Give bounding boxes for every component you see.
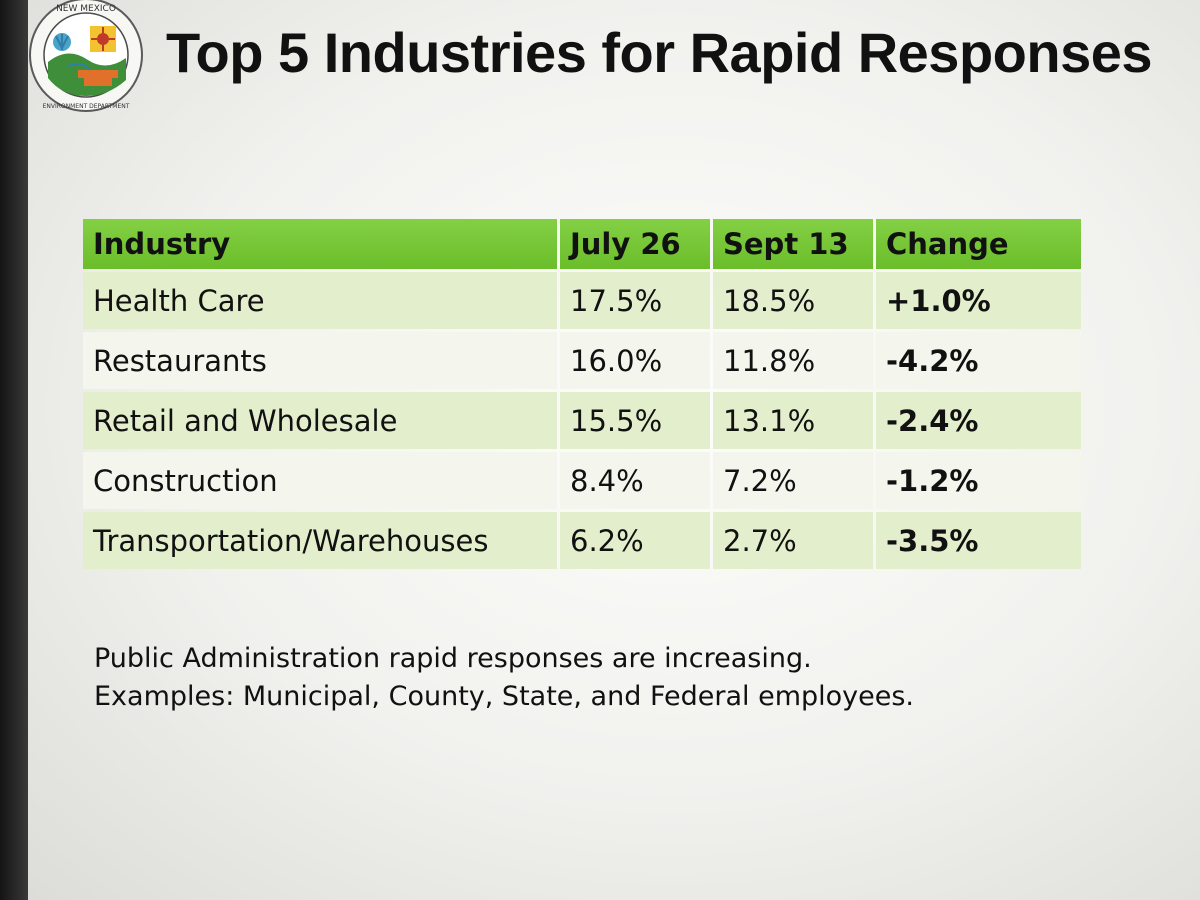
july-cell: 17.5% [560,272,710,329]
july-cell: 15.5% [560,392,710,449]
change-cell: -2.4% [876,392,1081,449]
sept-cell: 13.1% [713,392,873,449]
slide-title: Top 5 Industries for Rapid Responses [166,21,1153,84]
footnote-line-1: Public Administration rapid responses ar… [94,643,812,674]
industry-cell: Restaurants [83,332,557,389]
industry-cell: Health Care [83,272,557,329]
monitor-bezel [0,0,28,900]
sept-cell: 11.8% [713,332,873,389]
july-cell: 16.0% [560,332,710,389]
sept-cell: 18.5% [713,272,873,329]
footnote-line-2: Examples: Municipal, County, State, and … [94,681,915,712]
change-cell: -1.2% [876,452,1081,509]
table-header-row: Industry July 26 Sept 13 Change [83,219,1081,269]
july-cell: 6.2% [560,512,710,569]
header-july: July 26 [560,219,710,269]
change-cell: +1.0% [876,272,1081,329]
header-industry: Industry [83,219,557,269]
header-sept: Sept 13 [713,219,873,269]
table-row: Construction 8.4% 7.2% -1.2% [83,452,1081,509]
sept-cell: 2.7% [713,512,873,569]
industries-table: Industry July 26 Sept 13 Change Health C… [80,216,1084,572]
table-row: Health Care 17.5% 18.5% +1.0% [83,272,1081,329]
header-change: Change [876,219,1081,269]
footnote: Public Administration rapid responses ar… [94,640,914,716]
industry-cell: Transportation/Warehouses [83,512,557,569]
seal-text-top: NEW MEXICO [56,4,116,14]
slide: NEW MEXICO ENVIRONMENT DEPARTMENT Top 5 … [28,0,1200,900]
change-cell: -3.5% [876,512,1081,569]
industry-cell: Construction [83,452,557,509]
industry-cell: Retail and Wholesale [83,392,557,449]
table-row: Restaurants 16.0% 11.8% -4.2% [83,332,1081,389]
change-cell: -4.2% [876,332,1081,389]
seal-text-bottom: ENVIRONMENT DEPARTMENT [43,103,130,110]
table-row: Transportation/Warehouses 6.2% 2.7% -3.5… [83,512,1081,569]
sept-cell: 7.2% [713,452,873,509]
state-department-seal-icon: NEW MEXICO ENVIRONMENT DEPARTMENT [29,0,143,112]
table-row: Retail and Wholesale 15.5% 13.1% -2.4% [83,392,1081,449]
july-cell: 8.4% [560,452,710,509]
